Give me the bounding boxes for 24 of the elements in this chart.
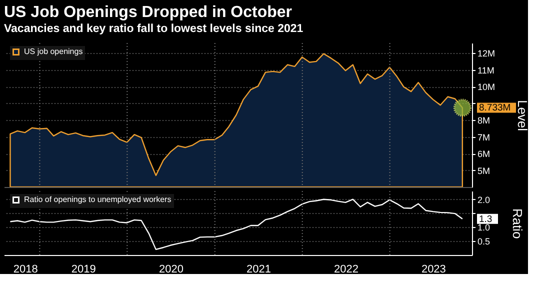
x-tick-label: 2023 [421, 264, 446, 276]
y-axis-title: Ratio [510, 208, 526, 239]
x-tick-label: 2019 [71, 264, 96, 276]
y-tick-label: 0.5 [478, 236, 490, 247]
x-tick-label: 2020 [159, 264, 184, 276]
legend-label: US job openings [24, 47, 83, 56]
x-tick-label: 2022 [334, 264, 358, 276]
y-axis-title: Level [515, 100, 530, 132]
legend-label: Ratio of openings to unemployed workers [24, 195, 172, 204]
x-tick-label: 2018 [13, 264, 38, 276]
y-tick-label: 8M [478, 116, 490, 126]
chart-title: US Job Openings Dropped in October [4, 4, 292, 21]
y-tick-label: 2.0 [478, 194, 490, 205]
x-tick-label: 2021 [246, 264, 271, 276]
y-tick-label: 10M [478, 82, 496, 92]
y-tick-label: 6M [478, 149, 490, 160]
y-tick-label: 7M [478, 132, 490, 142]
annotation: 1.3 [479, 214, 492, 225]
y-tick-label: 12M [478, 48, 496, 59]
y-tick-label: 5M [478, 166, 490, 176]
annotation: 8.733M [479, 102, 511, 114]
chart-subtitle: Vacancies and key ratio fall to lowest levels since 2021 [4, 23, 304, 35]
y-tick-label: 11M [478, 65, 494, 76]
y-tick-label: 1.0 [478, 222, 490, 233]
